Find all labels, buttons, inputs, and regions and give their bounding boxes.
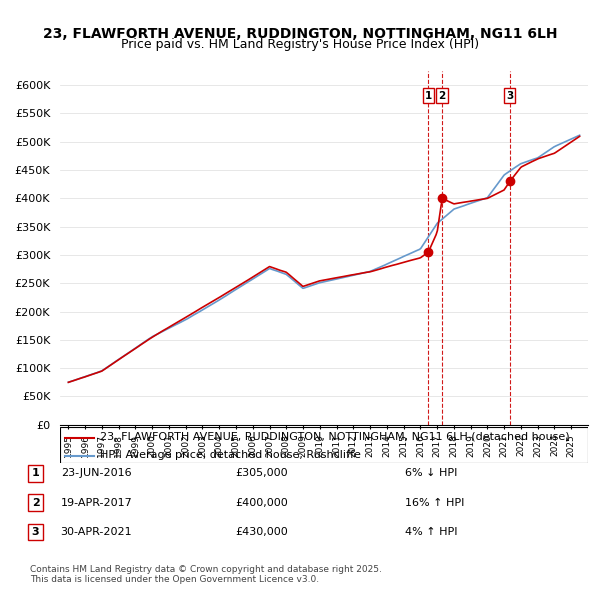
Text: 3: 3 [506, 91, 514, 100]
Text: 30-APR-2021: 30-APR-2021 [61, 527, 132, 537]
Text: 23, FLAWFORTH AVENUE, RUDDINGTON, NOTTINGHAM, NG11 6LH (detached house): 23, FLAWFORTH AVENUE, RUDDINGTON, NOTTIN… [100, 432, 569, 442]
Text: £305,000: £305,000 [236, 468, 288, 478]
Text: £400,000: £400,000 [235, 498, 288, 507]
Text: 2: 2 [32, 498, 40, 507]
Text: Price paid vs. HM Land Registry's House Price Index (HPI): Price paid vs. HM Land Registry's House … [121, 38, 479, 51]
Text: 1: 1 [32, 468, 40, 478]
Text: Contains HM Land Registry data © Crown copyright and database right 2025.
This d: Contains HM Land Registry data © Crown c… [30, 565, 382, 584]
Text: 6% ↓ HPI: 6% ↓ HPI [406, 468, 458, 478]
Text: 2: 2 [439, 91, 446, 100]
Text: 3: 3 [32, 527, 40, 537]
Text: 16% ↑ HPI: 16% ↑ HPI [406, 498, 465, 507]
Text: 23-JUN-2016: 23-JUN-2016 [61, 468, 131, 478]
Text: 19-APR-2017: 19-APR-2017 [61, 498, 132, 507]
Text: £430,000: £430,000 [235, 527, 288, 537]
Text: 23, FLAWFORTH AVENUE, RUDDINGTON, NOTTINGHAM, NG11 6LH: 23, FLAWFORTH AVENUE, RUDDINGTON, NOTTIN… [43, 27, 557, 41]
Text: 4% ↑ HPI: 4% ↑ HPI [406, 527, 458, 537]
Text: HPI: Average price, detached house, Rushcliffe: HPI: Average price, detached house, Rush… [100, 450, 361, 460]
Text: 1: 1 [425, 91, 432, 100]
